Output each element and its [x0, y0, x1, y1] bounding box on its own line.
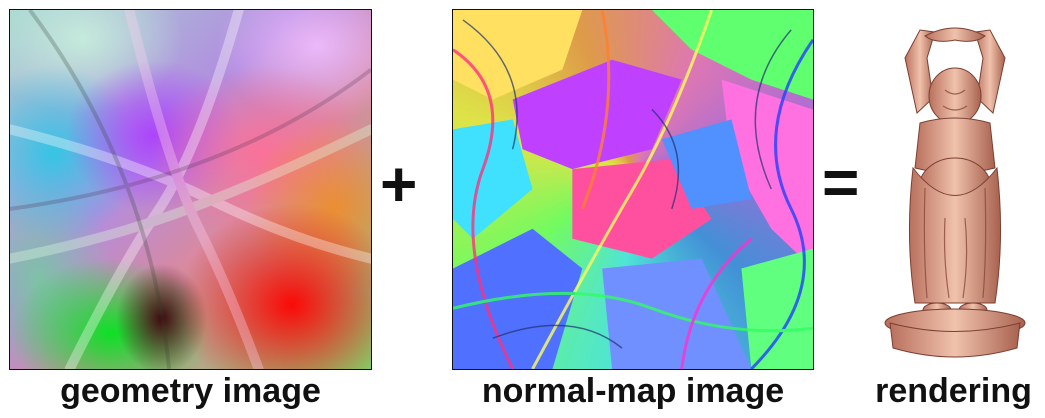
rendering-figure — [884, 27, 1026, 358]
geometry-image-streaks — [10, 10, 371, 369]
geometry-image — [9, 9, 372, 370]
plus-operator: + — [380, 148, 418, 220]
rendering-image — [884, 27, 1026, 358]
normal-map-patches — [453, 10, 813, 369]
geometry-image-caption: geometry image — [60, 372, 321, 410]
normal-map-image — [452, 9, 814, 370]
equals-operator: = — [822, 146, 860, 218]
rendering-caption: rendering — [875, 372, 1032, 410]
rendering-folds — [923, 89, 987, 299]
normal-map-image-caption: normal-map image — [481, 372, 785, 410]
